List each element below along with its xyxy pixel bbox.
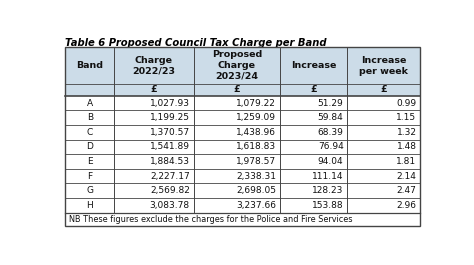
Text: F: F bbox=[87, 172, 92, 181]
Text: Charge
2022/23: Charge 2022/23 bbox=[132, 56, 175, 76]
Text: 2.96: 2.96 bbox=[397, 201, 417, 210]
Text: Proposed
Charge
2023/24: Proposed Charge 2023/24 bbox=[212, 50, 262, 81]
Text: 1,884.53: 1,884.53 bbox=[150, 157, 190, 166]
Text: Table 6 Proposed Council Tax Charge per Band: Table 6 Proposed Council Tax Charge per … bbox=[65, 38, 327, 48]
Text: 1,978.57: 1,978.57 bbox=[236, 157, 276, 166]
Text: 1.81: 1.81 bbox=[396, 157, 417, 166]
Text: B: B bbox=[87, 113, 93, 122]
Text: 2,338.31: 2,338.31 bbox=[236, 172, 276, 181]
Text: 1,438.96: 1,438.96 bbox=[236, 128, 276, 137]
Text: 1,541.89: 1,541.89 bbox=[150, 142, 190, 151]
Text: 94.04: 94.04 bbox=[318, 157, 344, 166]
Text: 2.14: 2.14 bbox=[397, 172, 417, 181]
Text: G: G bbox=[86, 186, 93, 195]
Text: NB These figures exclude the charges for the Police and Fire Services: NB These figures exclude the charges for… bbox=[69, 215, 352, 224]
Text: 128.23: 128.23 bbox=[312, 186, 344, 195]
Text: 68.39: 68.39 bbox=[318, 128, 344, 137]
Bar bbox=[65, 47, 420, 226]
Text: E: E bbox=[87, 157, 92, 166]
Text: 1.48: 1.48 bbox=[397, 142, 417, 151]
Text: 3,237.66: 3,237.66 bbox=[236, 201, 276, 210]
Text: 1,079.22: 1,079.22 bbox=[236, 99, 276, 108]
Text: £: £ bbox=[381, 85, 387, 94]
Text: D: D bbox=[86, 142, 93, 151]
Text: 76.94: 76.94 bbox=[318, 142, 344, 151]
Text: 2,569.82: 2,569.82 bbox=[150, 186, 190, 195]
Text: 3,083.78: 3,083.78 bbox=[150, 201, 190, 210]
Text: 1.32: 1.32 bbox=[397, 128, 417, 137]
Text: 1,027.93: 1,027.93 bbox=[150, 99, 190, 108]
Text: 0.99: 0.99 bbox=[396, 99, 417, 108]
Text: 51.29: 51.29 bbox=[318, 99, 344, 108]
Text: 1,259.09: 1,259.09 bbox=[236, 113, 276, 122]
Bar bbox=[65, 96, 420, 213]
Text: 59.84: 59.84 bbox=[318, 113, 344, 122]
Bar bbox=[65, 213, 420, 226]
Text: 153.88: 153.88 bbox=[312, 201, 344, 210]
Text: Increase: Increase bbox=[291, 61, 337, 70]
Text: Band: Band bbox=[76, 61, 103, 70]
Text: £: £ bbox=[310, 85, 317, 94]
Text: A: A bbox=[87, 99, 93, 108]
Text: 1,618.83: 1,618.83 bbox=[236, 142, 276, 151]
Text: Increase
per week: Increase per week bbox=[359, 56, 409, 76]
Text: 2.47: 2.47 bbox=[397, 186, 417, 195]
Text: H: H bbox=[86, 201, 93, 210]
Text: 1.15: 1.15 bbox=[396, 113, 417, 122]
Text: 1,370.57: 1,370.57 bbox=[150, 128, 190, 137]
Text: 2,698.05: 2,698.05 bbox=[236, 186, 276, 195]
Text: 2,227.17: 2,227.17 bbox=[150, 172, 190, 181]
Text: 111.14: 111.14 bbox=[312, 172, 344, 181]
Text: £: £ bbox=[151, 85, 157, 94]
Text: £: £ bbox=[234, 85, 240, 94]
Text: 1,199.25: 1,199.25 bbox=[150, 113, 190, 122]
Bar bbox=[65, 47, 420, 96]
Text: C: C bbox=[87, 128, 93, 137]
